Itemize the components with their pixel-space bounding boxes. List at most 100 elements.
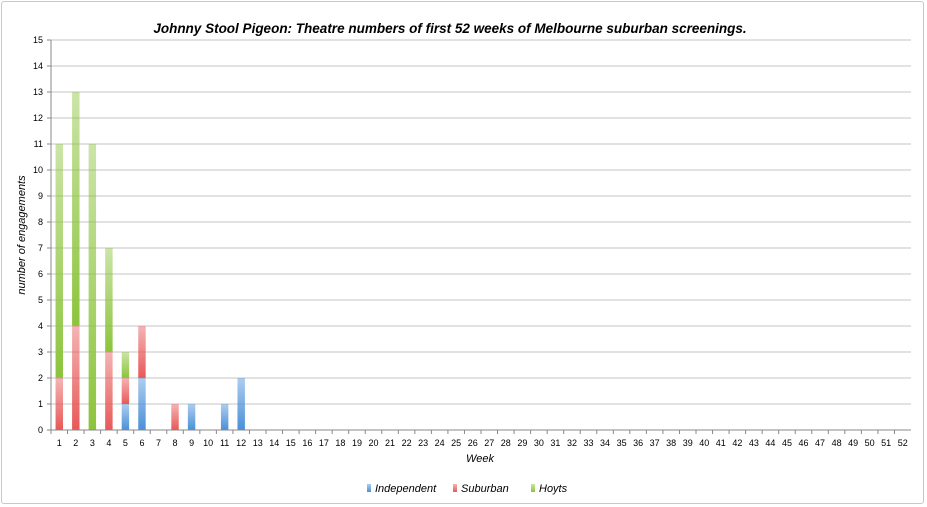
x-tick-label: 9 bbox=[189, 438, 194, 448]
x-tick-label: 4 bbox=[106, 438, 111, 448]
legend-swatch-independent bbox=[367, 484, 371, 492]
x-tick-label: 37 bbox=[650, 438, 660, 448]
bar-suburban-week-8 bbox=[171, 404, 179, 430]
y-tick-label: 13 bbox=[33, 87, 43, 97]
y-tick-label: 6 bbox=[38, 269, 43, 279]
y-tick-label: 12 bbox=[33, 113, 43, 123]
y-tick-label: 8 bbox=[38, 217, 43, 227]
x-tick-label: 35 bbox=[617, 438, 627, 448]
bar-hoyts-week-5 bbox=[121, 352, 130, 378]
bar-suburban-week-2 bbox=[72, 326, 80, 430]
grid-lines bbox=[51, 39, 911, 431]
x-tick-label: 18 bbox=[335, 438, 345, 448]
y-tick-label: 1 bbox=[38, 399, 43, 409]
bar-suburban-week-6 bbox=[138, 326, 146, 378]
legend-label-suburban: Suburban bbox=[461, 483, 509, 495]
x-tick-label: 38 bbox=[666, 438, 676, 448]
x-tick-label: 49 bbox=[848, 438, 858, 448]
x-tick-label: 21 bbox=[385, 438, 395, 448]
bar-suburban-week-4 bbox=[105, 352, 113, 430]
x-tick-label: 27 bbox=[484, 438, 494, 448]
bar-hoyts-week-3 bbox=[88, 144, 97, 430]
legend-swatch-hoyts bbox=[531, 484, 535, 492]
x-axis-title: Week bbox=[466, 453, 494, 465]
bar-independent-week-12 bbox=[237, 378, 245, 430]
x-tick-label: 8 bbox=[173, 438, 178, 448]
x-tick-label: 32 bbox=[567, 438, 577, 448]
x-tick-label: 3 bbox=[90, 438, 95, 448]
x-tick-label: 31 bbox=[550, 438, 560, 448]
legend: Independent Suburban Hoyts bbox=[367, 483, 568, 495]
x-tick-label: 5 bbox=[123, 438, 128, 448]
bar-independent-week-6 bbox=[138, 378, 146, 430]
x-tick-label: 26 bbox=[468, 438, 478, 448]
x-tick-label: 20 bbox=[368, 438, 378, 448]
x-tick-label: 17 bbox=[319, 438, 329, 448]
y-tick-label: 3 bbox=[38, 347, 43, 357]
bar-independent-week-11 bbox=[220, 404, 229, 430]
bar-hoyts-week-2 bbox=[72, 92, 80, 326]
y-tick-label: 15 bbox=[33, 35, 43, 45]
x-tick-label: 51 bbox=[881, 438, 891, 448]
bar-suburban-week-5 bbox=[121, 378, 130, 404]
x-tick-label: 48 bbox=[832, 438, 842, 448]
x-tick-label: 25 bbox=[451, 438, 461, 448]
x-tick-label: 6 bbox=[139, 438, 144, 448]
x-tick-label: 13 bbox=[253, 438, 263, 448]
x-tick-label: 22 bbox=[402, 438, 412, 448]
x-tick-label: 39 bbox=[683, 438, 693, 448]
x-tick-label: 16 bbox=[302, 438, 312, 448]
x-tick-label: 24 bbox=[435, 438, 445, 448]
x-tick-label: 23 bbox=[418, 438, 428, 448]
x-tick-label: 34 bbox=[600, 438, 610, 448]
legend-swatch-suburban bbox=[453, 484, 457, 492]
x-tick-label: 10 bbox=[203, 438, 213, 448]
legend-label-independent: Independent bbox=[375, 483, 437, 495]
x-tick-label: 11 bbox=[220, 438, 229, 448]
y-tick-label: 0 bbox=[38, 425, 43, 435]
y-tick-label: 11 bbox=[34, 139, 43, 149]
x-tick-label: 1 bbox=[57, 438, 62, 448]
x-tick-label: 40 bbox=[699, 438, 709, 448]
bar-independent-week-9 bbox=[187, 404, 196, 430]
x-tick-label: 41 bbox=[716, 438, 726, 448]
x-tick-label: 7 bbox=[156, 438, 161, 448]
x-tick-label: 14 bbox=[269, 438, 279, 448]
x-tick-label: 30 bbox=[534, 438, 544, 448]
bar-independent-week-5 bbox=[121, 404, 130, 430]
bar-hoyts-week-4 bbox=[105, 248, 113, 352]
x-tick-label: 42 bbox=[732, 438, 742, 448]
x-tick-label: 19 bbox=[352, 438, 362, 448]
chart-title: Johnny Stool Pigeon: Theatre numbers of … bbox=[153, 21, 746, 36]
legend-label-hoyts: Hoyts bbox=[539, 483, 568, 495]
y-axis-title: number of engagements bbox=[16, 175, 28, 295]
x-tick-labels: 1 2 3 4 5 6 7 8 9 10 11 12 13 14 15 16 17 18 19 20 21 22 23 24 2… bbox=[50, 430, 908, 448]
x-tick-label: 2 bbox=[73, 438, 78, 448]
x-tick-label: 44 bbox=[765, 438, 775, 448]
x-tick-label: 52 bbox=[898, 438, 908, 448]
y-tick-label: 14 bbox=[33, 61, 43, 71]
x-tick-label: 29 bbox=[517, 438, 527, 448]
x-tick-label: 28 bbox=[501, 438, 511, 448]
x-tick-label: 36 bbox=[633, 438, 643, 448]
y-tick-label: 2 bbox=[38, 373, 43, 383]
bars bbox=[55, 92, 245, 430]
x-tick-label: 12 bbox=[236, 438, 246, 448]
bar-hoyts-week-1 bbox=[55, 144, 63, 378]
bar-suburban-week-1 bbox=[55, 378, 63, 430]
x-tick-label: 50 bbox=[865, 438, 875, 448]
y-tick-label: 5 bbox=[38, 295, 43, 305]
y-tick-label: 10 bbox=[33, 165, 43, 175]
y-tick-label: 4 bbox=[38, 321, 43, 331]
y-tick-label: 7 bbox=[38, 243, 43, 253]
x-tick-label: 45 bbox=[782, 438, 792, 448]
x-tick-label: 15 bbox=[286, 438, 296, 448]
x-tick-label: 43 bbox=[749, 438, 759, 448]
x-tick-label: 47 bbox=[815, 438, 825, 448]
y-tick-label: 9 bbox=[38, 191, 43, 201]
x-tick-label: 33 bbox=[583, 438, 593, 448]
x-tick-label: 46 bbox=[798, 438, 808, 448]
